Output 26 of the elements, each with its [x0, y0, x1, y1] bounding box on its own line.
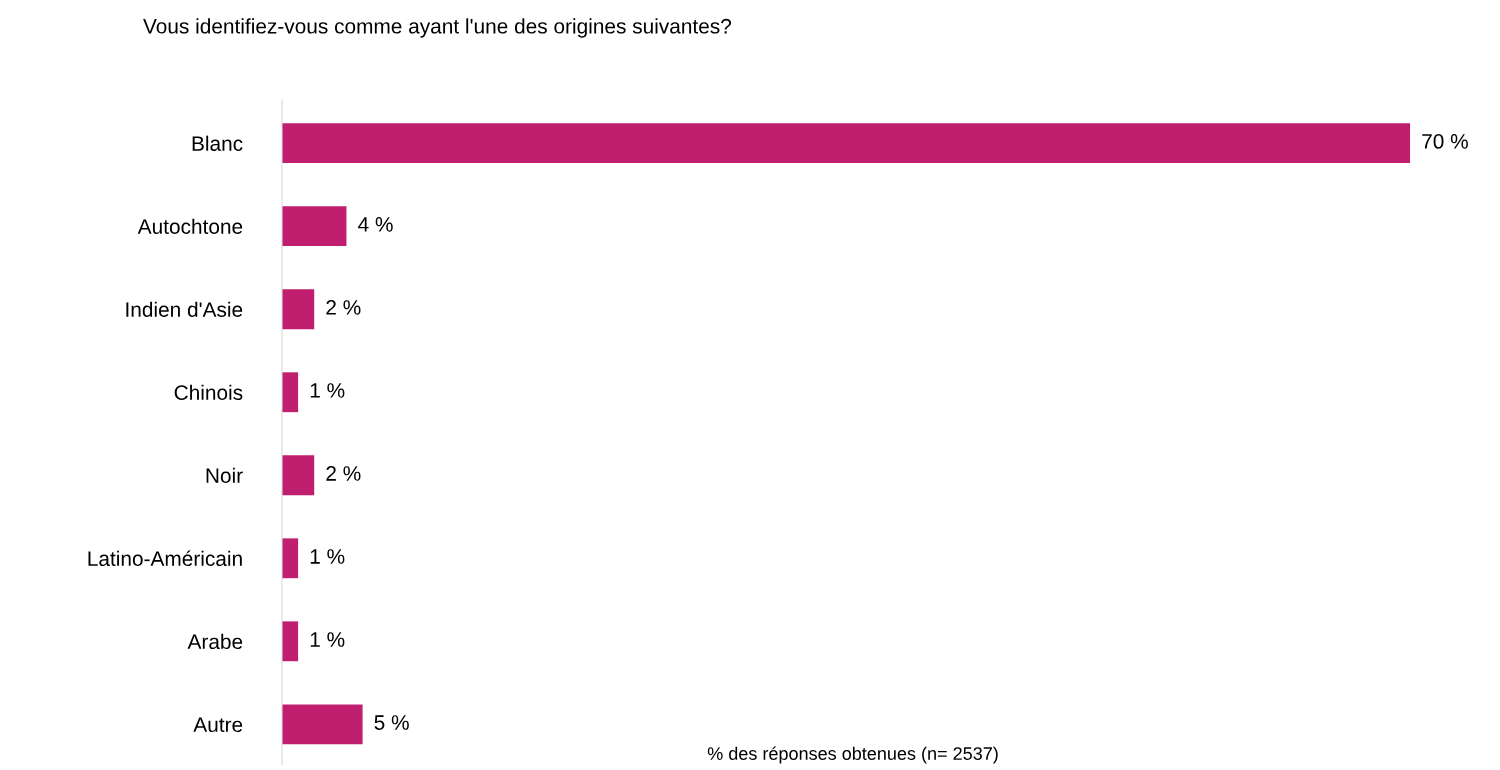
y-tick-label: Arabe — [187, 633, 243, 650]
bar — [282, 372, 299, 413]
bar — [282, 704, 363, 745]
bar — [282, 289, 315, 330]
data-label: 70 % — [1422, 134, 1468, 149]
data-label: 4 % — [358, 217, 393, 232]
data-label: 1 % — [310, 383, 345, 398]
bar — [282, 206, 347, 247]
data-label: 1 % — [310, 549, 345, 564]
bar — [282, 123, 1411, 164]
bar — [282, 621, 299, 662]
bar — [282, 455, 315, 496]
y-tick-label: Blanc — [192, 135, 243, 151]
bar — [282, 538, 299, 579]
data-label: 5 % — [374, 715, 409, 730]
y-tick-label: Chinois — [174, 384, 243, 400]
y-tick-label: Autre — [193, 717, 243, 733]
chart-title: Vous identifiez-vous comme ayant l'une des origines suivantes? — [143, 18, 732, 38]
data-label: 2 % — [326, 300, 361, 315]
y-tick-label: Noir — [206, 467, 243, 484]
data-label: 1 % — [310, 632, 345, 647]
y-tick-label: Autochtone — [137, 218, 243, 234]
annotation: % des réponses obtenues (n= 2537) — [707, 746, 998, 764]
y-tick-label: Indien d'Asie — [126, 301, 243, 317]
y-tick-label: Latino-Américain — [88, 550, 242, 567]
data-label: 2 % — [326, 466, 361, 481]
